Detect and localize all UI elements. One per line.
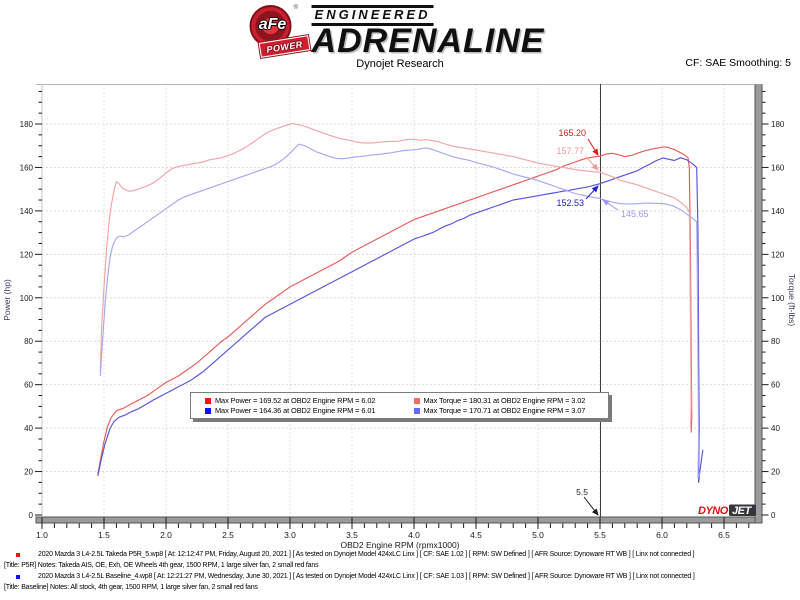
svg-text:DYNO: DYNO	[698, 505, 729, 517]
legend-swatch-icon	[205, 397, 211, 404]
svg-text:2.0: 2.0	[160, 530, 172, 540]
legend-item: Max Torque = 170.71 at OBD2 Engine RPM =…	[400, 406, 609, 415]
legend-label: Max Torque = 180.31 at OBD2 Engine RPM =…	[423, 396, 586, 405]
svg-text:2.5: 2.5	[222, 530, 234, 540]
x-axis-title: OBD2 Engine RPM (rpmx1000)	[340, 540, 459, 550]
legend-label: Max Torque = 170.71 at OBD2 Engine RPM =…	[423, 406, 586, 415]
svg-text:180: 180	[771, 120, 785, 129]
legend-item: Max Power = 164.36 at OBD2 Engine RPM = …	[191, 406, 400, 415]
svg-text:60: 60	[771, 381, 780, 390]
svg-text:0: 0	[29, 511, 34, 520]
svg-text:140: 140	[20, 207, 34, 216]
legend-item: Max Torque = 180.31 at OBD2 Engine RPM =…	[400, 396, 609, 405]
svg-text:100: 100	[771, 294, 785, 303]
curve-0	[97, 146, 693, 474]
axis-titles: Power (hp) Torque (ft-lbs) OBD2 Engine RPM…	[2, 274, 797, 550]
svg-text:180: 180	[20, 120, 34, 129]
svg-text:120: 120	[771, 250, 785, 259]
grid-lines	[42, 84, 755, 517]
afe-badge-text: aFe	[258, 16, 287, 33]
svg-text:5.5: 5.5	[594, 530, 606, 540]
legend-label: Max Power = 164.36 at OBD2 Engine RPM = …	[215, 406, 376, 415]
brand-engineered: ENGINEERED	[311, 5, 434, 26]
svg-text:1.0: 1.0	[36, 530, 48, 540]
legend-item: Max Power = 169.52 at OBD2 Engine RPM = …	[191, 396, 400, 405]
legend-swatch-icon	[413, 397, 420, 404]
svg-text:0: 0	[771, 511, 776, 520]
run1-notes-line: [Title: P5R] Notes: Takeda AIS, OE, Exh,…	[4, 562, 319, 569]
readout-value: 165.20	[558, 128, 586, 138]
svg-text:160: 160	[771, 163, 785, 172]
report-header: aFe ® POWER ENGINEERED ADRENALINE Dynoje…	[0, 0, 800, 84]
legend-label: Max Power = 169.52 at OBD2 Engine RPM = …	[215, 396, 376, 405]
svg-text:5.0: 5.0	[532, 530, 544, 540]
brand-wordmark: ENGINEERED ADRENALINE	[311, 5, 545, 60]
legend-swatch-icon	[413, 407, 420, 414]
svg-text:140: 140	[771, 207, 785, 216]
svg-text:100: 100	[20, 294, 34, 303]
svg-text:120: 120	[20, 250, 34, 259]
svg-text:3.0: 3.0	[284, 530, 296, 540]
run-info-footer: 2020 Mazda 3 L4-2.5L Takeda P5R_5.wp8 [ …	[0, 549, 800, 593]
readout-value: 145.65	[621, 209, 649, 219]
legend-swatch-icon	[205, 407, 211, 414]
page-title: Dynojet Research	[356, 58, 444, 70]
svg-text:6.0: 6.0	[656, 530, 668, 540]
svg-text:6.5: 6.5	[718, 530, 730, 540]
chart-legend: Max Power = 169.52 at OBD2 Engine RPM = …	[190, 392, 609, 419]
svg-text:40: 40	[24, 424, 33, 433]
svg-text:20: 20	[771, 468, 780, 477]
axes: 0 0 20 20 40 40 60 60 80 80 100 100 120 120 140 140 160 1…	[20, 90, 785, 540]
plot-frame	[35, 83, 763, 524]
curve-3	[99, 143, 701, 479]
svg-text:JET: JET	[732, 505, 752, 517]
svg-text:4.5: 4.5	[470, 530, 482, 540]
afe-brand-logo: aFe ® POWER ENGINEERED ADRENALINE	[244, 3, 545, 60]
svg-text:20: 20	[24, 468, 33, 477]
readout-value: 152.53	[556, 198, 584, 208]
svg-text:60: 60	[24, 381, 33, 390]
smoothing-setting: CF: SAE Smoothing: 5	[685, 57, 791, 69]
run1-file-line: 2020 Mazda 3 L4-2.5L Takeda P5R_5.wp8 [ …	[38, 551, 695, 558]
curve-1	[97, 157, 704, 483]
readout-value: 157.77	[556, 146, 584, 156]
curve-2	[99, 122, 692, 429]
svg-text:80: 80	[771, 337, 780, 346]
brand-adrenaline: ADRENALINE	[311, 21, 545, 60]
y-axis-title-right: Torque (ft-lbs)	[787, 274, 797, 327]
run-entry-takeda: 2020 Mazda 3 L4-2.5L Takeda P5R_5.wp8 [ …	[0, 549, 800, 571]
run-entry-baseline: 2020 Mazda 3 L4-2.5L Baseline_4.wp8 [ At…	[0, 571, 800, 593]
run2-notes-line: [Title: Baseline] Notes: All stock, 4th …	[4, 584, 258, 591]
run1-bullet-icon	[16, 552, 20, 557]
svg-text:80: 80	[24, 337, 33, 346]
afe-badge-icon: aFe ® POWER	[244, 3, 311, 58]
run2-bullet-icon	[16, 574, 20, 579]
svg-text:3.5: 3.5	[346, 530, 358, 540]
cursor-readouts: 165.20 157.77 152.53 145.65 5.5	[556, 128, 649, 516]
svg-text:160: 160	[20, 163, 34, 172]
svg-text:4.0: 4.0	[408, 530, 420, 540]
cursor-position-label: 5.5	[576, 487, 588, 497]
registered-mark: ®	[293, 5, 298, 11]
svg-text:1.5: 1.5	[98, 530, 110, 540]
power-ribbon-text: POWER	[265, 38, 304, 55]
y-axis-title-left: Power (hp)	[2, 279, 12, 321]
dynojet-logo: DYNO JET	[698, 504, 756, 517]
svg-text:40: 40	[771, 424, 780, 433]
run2-file-line: 2020 Mazda 3 L4-2.5L Baseline_4.wp8 [ At…	[38, 573, 695, 580]
